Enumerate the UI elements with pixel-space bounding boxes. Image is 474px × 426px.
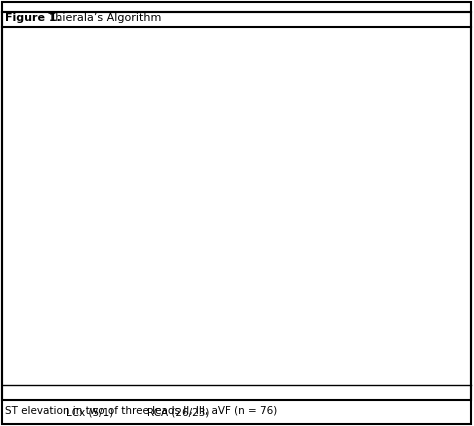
Text: No (n=63): No (n=63) xyxy=(226,124,280,133)
Text: ₁: ₁ xyxy=(284,219,287,227)
Text: (2nd step-B) (n=25): (2nd step-B) (n=25) xyxy=(364,217,459,226)
Text: st: st xyxy=(326,73,333,82)
Text: Or: Or xyxy=(222,191,235,201)
Text: ST elevation II ≥ III (1: ST elevation II ≥ III (1 xyxy=(209,68,321,78)
Text: No (n=31): No (n=31) xyxy=(155,267,210,277)
Text: and depression in V2: and depression in V2 xyxy=(288,216,401,227)
Text: Yes (n=32): Yes (n=32) xyxy=(269,267,326,277)
Text: Yes (n=13): Yes (n=13) xyxy=(97,124,153,133)
Text: ST elevation in V2 (1st step-A) (n=7): ST elevation in V2 (1st step-A) (n=7) xyxy=(196,166,387,176)
Text: Yes: Yes xyxy=(103,369,120,379)
Text: LCx (5/1): LCx (5/1) xyxy=(66,407,113,417)
Text: step): step) xyxy=(245,326,272,337)
Text: RCA (26/23): RCA (26/23) xyxy=(147,407,209,417)
Text: RCA (32/25): RCA (32/25) xyxy=(291,326,353,337)
Text: Isoelectric ST in V: Isoelectric ST in V xyxy=(196,216,289,227)
Text: ST elevation in two of three leads II, III, aVF (n = 76): ST elevation in two of three leads II, I… xyxy=(5,405,277,414)
Text: ST elevation in 2 of 3 leads II, III, aVF (n=76): ST elevation in 2 of 3 leads II, III, aV… xyxy=(23,26,256,36)
Text: Figure 1.: Figure 1. xyxy=(5,13,61,23)
Text: Thierala’s Algorithm: Thierala’s Algorithm xyxy=(45,13,162,23)
Text: ST depression in lead aVR ≥ aVL (3: ST depression in lead aVR ≥ aVL (3 xyxy=(23,326,208,337)
Text: No: No xyxy=(171,369,185,379)
Text: rd: rd xyxy=(237,331,246,340)
Text: step): step) xyxy=(335,68,361,78)
Text: LCx (13/8): LCx (13/8) xyxy=(81,178,134,188)
